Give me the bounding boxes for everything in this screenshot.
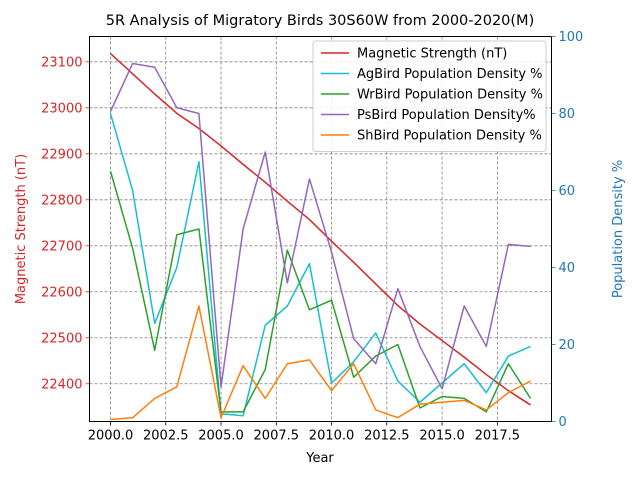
grid (89, 36, 552, 422)
left-y-tick-label: 22500 (41, 331, 82, 346)
x-tick-label: 2015.0 (419, 429, 465, 444)
x-tick-label: 2010.0 (309, 429, 355, 444)
left-y-axis-label: Magnetic Strength (nT) (14, 154, 29, 304)
right-y-tick-label: 0 (559, 415, 567, 430)
series-lines (109, 52, 532, 421)
series-line-magnetic-strength-nt (109, 52, 531, 406)
x-tick-label: 2012.5 (364, 429, 410, 444)
left-y-tick-label: 23000 (41, 101, 82, 116)
legend-label: Magnetic Strength (nT) (357, 47, 507, 62)
x-axis-label: Year (305, 451, 334, 466)
left-y-tick-label: 23100 (41, 55, 82, 70)
x-tick-label: 2017.5 (475, 429, 521, 444)
x-tick-label: 2000.0 (88, 429, 134, 444)
right-y-axis-label: Population Density % (611, 160, 626, 298)
x-tick-label: 2002.5 (143, 429, 189, 444)
x-tick-label: 2005.0 (198, 429, 244, 444)
x-axis: 2000.0 2002.5 2005.0 2007.5 2010.0 2012.5 2015… (88, 421, 521, 444)
legend-label: AgBird Population Density % (357, 67, 543, 82)
right-y-axis: 0 20 40 60 80 100 (551, 30, 584, 430)
left-y-tick-label: 22600 (41, 285, 82, 300)
legend-label: WrBird Population Density % (357, 88, 543, 103)
left-y-tick-label: 22400 (41, 377, 82, 392)
right-y-tick-label: 60 (559, 184, 576, 199)
left-y-tick-label: 22800 (41, 193, 82, 208)
left-y-tick-label: 22700 (41, 239, 82, 254)
right-y-tick-label: 80 (559, 107, 576, 122)
legend-label: ShBird Population Density % (357, 129, 542, 144)
x-tick-label: 2007.5 (254, 429, 300, 444)
series-line-wrbird-population-density (109, 171, 532, 413)
right-y-tick-label: 100 (559, 30, 584, 45)
chart-title: 5R Analysis of Migratory Birds 30S60W fr… (106, 13, 534, 29)
series-line-psbird-population-density (109, 62, 531, 390)
left-y-tick-label: 22900 (41, 147, 82, 162)
plot-frame (89, 36, 552, 422)
right-y-tick-label: 40 (559, 261, 576, 276)
legend-box (312, 40, 547, 152)
right-y-tick-label: 20 (559, 338, 576, 353)
series-line-agbird-population-density (109, 113, 531, 417)
series-line-shbird-population-density (110, 305, 531, 421)
left-y-axis: 22400 22500 22600 22700 22800 22900 23000 23100 (41, 55, 90, 392)
legend: Magnetic Strength (nT) AgBird Population … (312, 40, 547, 152)
legend-label: PsBird Population Density% (357, 108, 536, 123)
